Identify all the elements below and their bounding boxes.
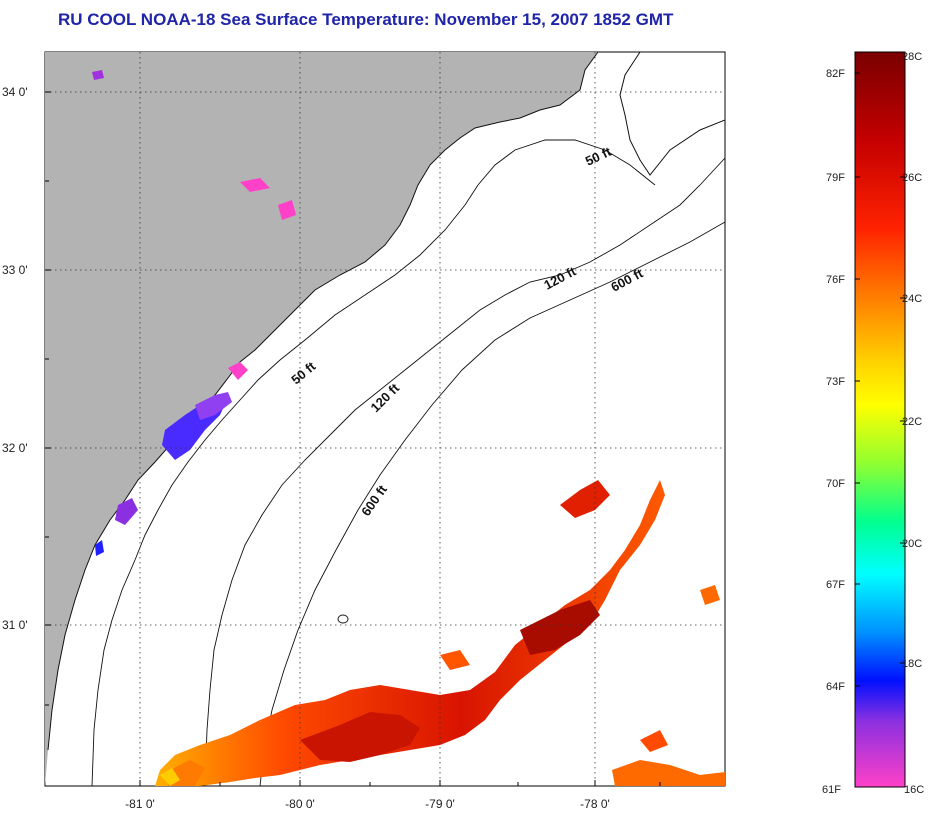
page-title: RU COOL NOAA-18 Sea Surface Temperature:… [58,10,674,29]
coastline [47,52,599,751]
colorbar-f-label: 70F [826,478,845,490]
lat-label: 31 0' [2,618,28,632]
colorbar-ticks [855,51,905,687]
lat-label: 32 0' [2,441,28,455]
colorbar-f-label: 64F [826,681,845,693]
lon-label: -78 0' [580,797,610,811]
colorbar-f-label: 76F [826,274,845,286]
isobath-50ft [91,139,656,786]
gulf-stream-sst [155,480,725,786]
colorbar-c-label: 22C [902,416,922,428]
colorbar-c-label: 18C [902,658,922,670]
colorbar-f-label: 61F [822,784,841,796]
lon-label: -79 0' [425,797,455,811]
lat-label: 34 0' [2,85,28,99]
land-mass [45,52,598,786]
colorbar-c-label: 24C [902,293,922,305]
isobath-600ft [259,221,725,786]
colorbar [854,51,906,788]
isobath-120ft [204,157,725,786]
axis-ticks [45,91,661,786]
colorbar-c-label: 26C [902,172,922,184]
lat-label: 33 0' [2,263,28,277]
colorbar-f-label: 82F [826,68,845,80]
seamount-contour [337,614,349,624]
colorbar-c-label: 20C [902,538,922,550]
colorbar-c-label: 28C [902,51,922,63]
estuary-sst-patches [92,70,296,556]
lat-lon-grid [45,52,725,786]
lon-label: -80 0' [285,797,315,811]
colorbar-f-label: 79F [826,172,845,184]
colorbar-f-label: 73F [826,376,845,388]
colorbar-c-label: 16C [904,784,924,796]
lon-label: -81 0' [125,797,155,811]
colorbar-f-label: 67F [826,579,845,591]
